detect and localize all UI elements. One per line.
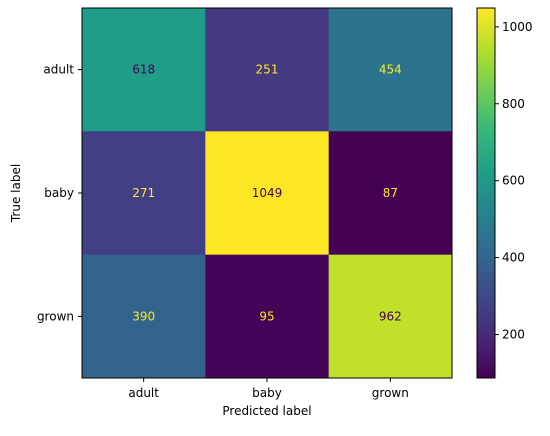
- cell-value-label: 390: [132, 309, 155, 323]
- cell-value-label: 271: [132, 186, 155, 200]
- cell-value-label: 87: [383, 186, 398, 200]
- heatmap-cell: [328, 254, 453, 379]
- heatmap-cell: [82, 131, 206, 256]
- colorbar-ticks: 200 400 600 800 1000: [495, 20, 533, 342]
- cell-value-label: 618: [132, 63, 155, 77]
- x-axis-ticks: adult baby grown: [128, 378, 409, 400]
- heatmap-cell: [82, 254, 206, 379]
- cell-value-label: 95: [259, 309, 274, 323]
- cell-value-label: 251: [256, 63, 279, 77]
- colorbar-tick-label: 600: [502, 174, 525, 188]
- y-tick-label: adult: [43, 63, 74, 77]
- heatmap-cell: [82, 8, 206, 132]
- x-tick-label: baby: [252, 386, 282, 400]
- x-axis-label: Predicted label: [222, 404, 311, 418]
- heatmap-cells: [82, 8, 453, 379]
- y-axis-ticks: adult baby grown: [37, 63, 82, 323]
- heatmap-cell: [328, 8, 453, 132]
- cell-annotations: 618 251 454 271 1049 87 390 95 962: [132, 63, 402, 324]
- y-tick-label: baby: [44, 186, 74, 200]
- cell-value-label: 454: [379, 63, 402, 77]
- heatmap-cell: [205, 8, 330, 132]
- heatmap-cell: [205, 254, 330, 379]
- colorbar-tick-label: 1000: [502, 20, 533, 34]
- colorbar-frame: [476, 7, 496, 379]
- cell-value-label: 962: [379, 309, 402, 323]
- colorbar: [477, 8, 495, 378]
- heatmap-cell: [205, 131, 330, 256]
- heatmap-cell: [328, 131, 453, 256]
- colorbar-tick-label: 200: [502, 328, 525, 342]
- x-tick-label: adult: [128, 386, 159, 400]
- cell-value-label: 1049: [252, 186, 283, 200]
- y-axis-label: True label: [9, 164, 23, 223]
- y-tick-label: grown: [37, 309, 74, 323]
- colorbar-tick-label: 800: [502, 97, 525, 111]
- colorbar-tick-label: 400: [502, 251, 525, 265]
- x-tick-label: grown: [372, 386, 409, 400]
